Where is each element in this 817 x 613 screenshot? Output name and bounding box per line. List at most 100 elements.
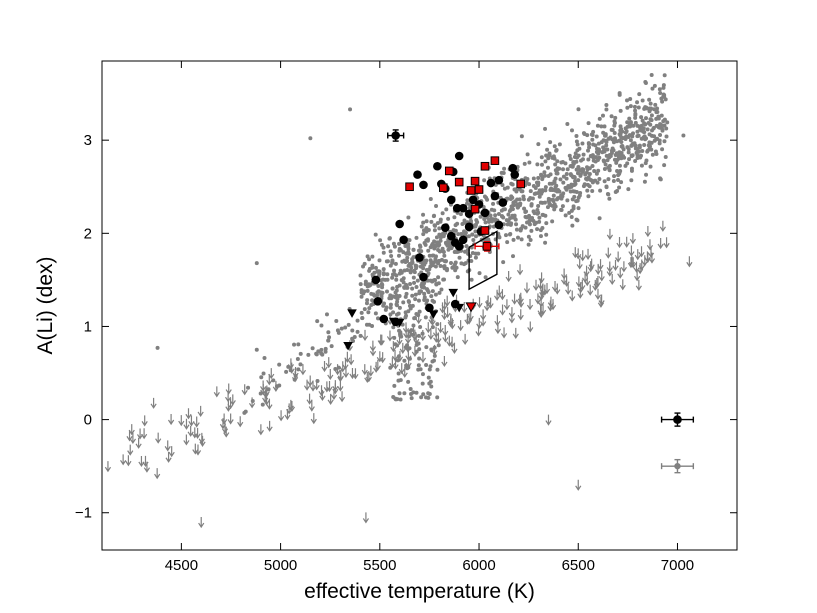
field-star-upper-limit — [419, 351, 427, 364]
field-star-point — [358, 333, 363, 338]
field-star-point — [438, 238, 443, 243]
field-star-point — [478, 214, 483, 219]
planet-host-point — [405, 182, 414, 192]
field-star-upper-limit — [361, 329, 369, 341]
field-star-point — [580, 157, 585, 162]
x-axis-label: effective temperature (K) — [304, 580, 535, 603]
field-star-point — [427, 381, 432, 386]
field-star-point — [527, 213, 532, 218]
field-star-point — [412, 280, 417, 285]
field-star-point — [376, 284, 381, 289]
field-star-upper-limit — [545, 414, 552, 426]
field-star-upper-limit — [342, 358, 349, 370]
field-star-upper-limit — [576, 258, 583, 270]
field-star-point — [641, 135, 646, 140]
field-star-point — [396, 253, 401, 258]
field-star-upper-limit — [598, 294, 605, 306]
field-star-point — [602, 179, 607, 184]
field-star-point — [564, 172, 569, 177]
sample-star-upper-limit — [343, 342, 353, 351]
field-star-point — [602, 159, 607, 164]
field-star-upper-limit — [227, 398, 234, 410]
field-star-upper-limit — [457, 320, 464, 332]
field-star-point — [271, 378, 276, 383]
field-star-point — [590, 188, 595, 193]
field-star-point — [543, 126, 548, 131]
field-star-point — [364, 322, 369, 327]
sample-star-point — [433, 161, 442, 171]
field-star-point — [445, 243, 450, 248]
field-star-upper-limit — [390, 341, 397, 353]
field-star-upper-limit — [318, 385, 325, 397]
field-star-point — [443, 240, 448, 245]
field-star-point — [555, 159, 560, 164]
field-star-point — [640, 98, 645, 103]
field-star-point — [455, 221, 460, 226]
field-star-point — [351, 338, 356, 343]
field-star-point — [662, 139, 667, 144]
field-star-point — [551, 193, 556, 198]
field-star-upper-limit — [641, 255, 648, 267]
planet-host-point — [480, 226, 490, 235]
field-star-point — [575, 142, 580, 147]
field-star-point — [416, 333, 421, 338]
field-star-upper-limit — [141, 415, 148, 427]
field-star-upper-limit — [104, 461, 112, 473]
field-star-point — [365, 288, 370, 293]
field-star-upper-limit — [334, 364, 341, 376]
field-star-point — [464, 244, 469, 249]
field-star-point — [645, 127, 650, 132]
field-star-point — [617, 91, 622, 96]
field-star-point — [449, 245, 454, 250]
field-star-point — [404, 291, 409, 296]
field-star-point — [662, 163, 667, 168]
field-star-point — [535, 227, 540, 232]
field-star-upper-limit — [326, 380, 333, 393]
field-star-point — [540, 212, 545, 217]
field-star-upper-limit — [583, 265, 590, 277]
field-star-point — [430, 325, 435, 330]
field-star-point — [319, 347, 324, 352]
field-star-point — [367, 268, 372, 273]
field-star-upper-limit — [127, 444, 134, 456]
field-star-point — [616, 177, 621, 182]
field-star-point — [561, 180, 566, 185]
field-star-upper-limit — [538, 306, 545, 318]
field-star-point — [334, 318, 339, 323]
field-star-point — [538, 228, 543, 233]
field-star-upper-limit — [266, 374, 273, 386]
field-star-point — [584, 170, 589, 175]
field-star-point — [540, 200, 545, 205]
field-star-upper-limit — [503, 299, 511, 311]
field-star-upper-limit — [272, 380, 280, 392]
field-star-point — [595, 123, 600, 128]
field-star-point — [446, 247, 451, 252]
field-star-point — [571, 175, 576, 180]
field-star-point — [410, 293, 415, 298]
field-star-point — [377, 258, 382, 263]
field-star-point — [433, 292, 438, 297]
field-star-upper-limit — [441, 355, 448, 368]
field-star-upper-limit — [352, 368, 359, 380]
field-star-point — [373, 265, 378, 270]
field-star-point — [595, 158, 600, 163]
field-star-point — [576, 165, 581, 170]
field-star-point — [375, 269, 380, 274]
field-star-point — [602, 124, 607, 129]
field-star-point — [505, 185, 510, 190]
field-star-point — [633, 158, 638, 163]
sample-star-point — [498, 198, 508, 207]
field-star-upper-limit — [594, 276, 602, 288]
field-star-point — [539, 162, 544, 167]
field-star-point — [612, 136, 617, 141]
field-star-point — [408, 386, 413, 391]
field-star-upper-limit — [587, 284, 594, 296]
field-star-point — [628, 133, 633, 138]
field-star-upper-limit — [505, 271, 512, 283]
field-star-point — [422, 262, 427, 267]
field-star-point — [550, 219, 555, 224]
field-star-point — [537, 215, 542, 220]
field-star-upper-limit — [609, 273, 616, 286]
field-star-point — [423, 315, 428, 320]
field-star-upper-limit — [135, 437, 142, 449]
